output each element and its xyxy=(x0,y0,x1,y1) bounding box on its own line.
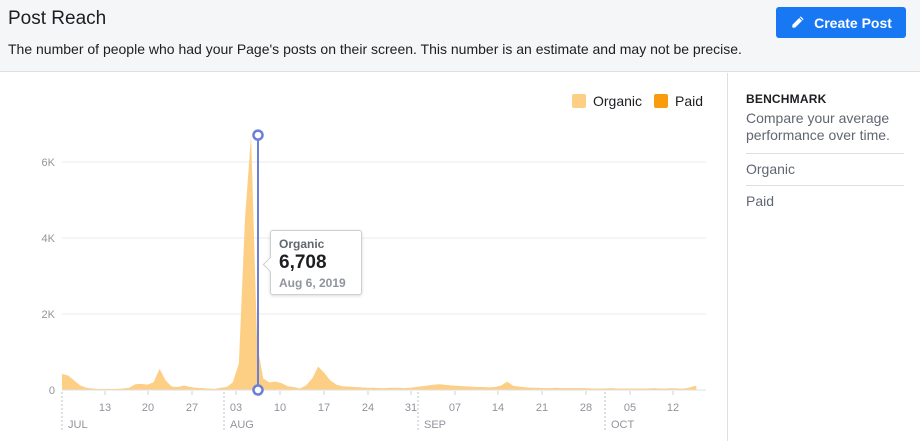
page-header: Post Reach The number of people who had … xyxy=(0,0,920,72)
create-post-button[interactable]: Create Post xyxy=(776,7,906,38)
x-tick-label: 03 xyxy=(230,402,242,414)
y-tick-label: 0 xyxy=(49,385,55,397)
benchmark-item-organic[interactable]: Organic xyxy=(746,153,904,185)
y-tick-label: 2K xyxy=(42,309,56,321)
create-post-label: Create Post xyxy=(814,14,892,31)
x-tick-label: 28 xyxy=(580,402,592,414)
chart-tooltip: Organic 6,708 Aug 6, 2019 xyxy=(270,230,362,295)
page-title: Post Reach xyxy=(8,8,107,29)
x-month-label: AUG xyxy=(230,419,254,431)
x-tick-label: 10 xyxy=(274,402,286,414)
chart-svg: 0 2K 4K 6K 13 20 27 03 10 17 24 31 07 14 21 28 05 12 JUL AU… xyxy=(42,129,706,432)
x-tick-label: 20 xyxy=(142,402,154,414)
pencil-icon xyxy=(790,15,805,30)
x-tick-label: 24 xyxy=(362,402,374,414)
x-month-label: SEP xyxy=(424,419,446,431)
legend-item-paid[interactable]: Paid xyxy=(654,93,703,109)
x-tick-label: 07 xyxy=(449,402,461,414)
chart-legend: Organic Paid xyxy=(572,93,715,109)
benchmark-item-paid[interactable]: Paid xyxy=(746,185,904,217)
highlight-point-top xyxy=(252,129,264,141)
benchmark-title: BENCHMARK xyxy=(746,92,827,106)
x-tick-label: 31 xyxy=(405,402,417,414)
x-tick-label: 14 xyxy=(492,402,504,414)
legend-label-paid: Paid xyxy=(675,93,704,109)
legend-label-organic: Organic xyxy=(593,93,643,109)
legend-swatch-paid xyxy=(654,94,669,108)
x-tick-label: 12 xyxy=(667,402,679,414)
x-tick-label: 27 xyxy=(186,402,198,414)
x-tick-label: 17 xyxy=(318,402,330,414)
highlight-point-bottom xyxy=(252,384,264,396)
page-subtitle: The number of people who had your Page's… xyxy=(8,41,742,57)
benchmark-panel: BENCHMARK Compare your average performan… xyxy=(727,73,920,441)
legend-swatch-organic xyxy=(572,94,586,108)
y-tick-label: 4K xyxy=(42,233,56,245)
x-tick-label: 13 xyxy=(99,402,111,414)
tooltip-value: 6,708 xyxy=(279,252,327,273)
legend-item-organic[interactable]: Organic xyxy=(572,93,642,109)
x-tick-label: 05 xyxy=(624,402,636,414)
x-month-label: JUL xyxy=(68,419,88,431)
x-month-label: OCT xyxy=(611,419,635,431)
tooltip-label: Organic xyxy=(279,237,325,251)
post-reach-chart: 0 2K 4K 6K 13 20 27 03 10 17 24 31 07 14 21 28 05 12 JUL AU… xyxy=(0,73,727,441)
tooltip-date: Aug 6, 2019 xyxy=(279,276,346,290)
benchmark-description: Compare your average performance over ti… xyxy=(746,110,890,143)
organic-area xyxy=(62,135,697,390)
x-tick-label: 21 xyxy=(536,402,548,414)
y-tick-label: 6K xyxy=(42,157,56,169)
